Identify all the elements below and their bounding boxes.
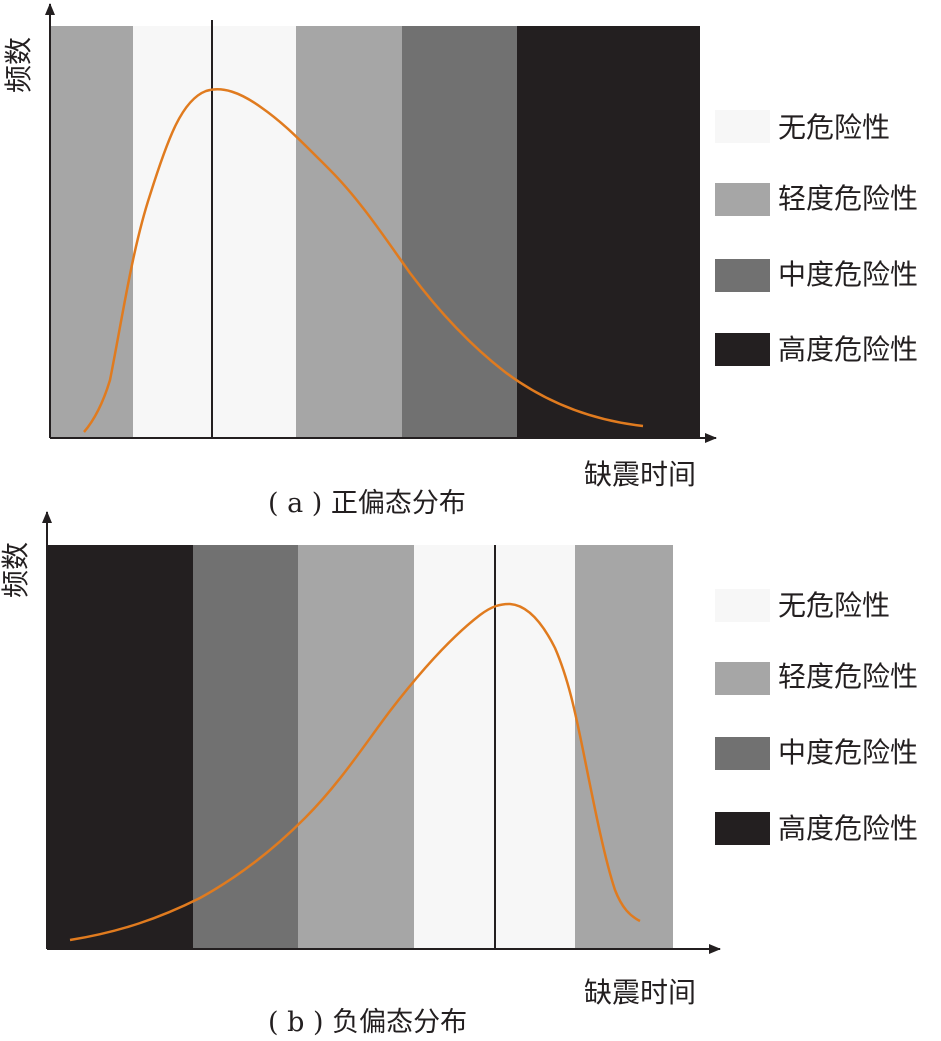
panel-a-legend-swatch-safe — [715, 110, 770, 143]
panel-a-legend-label-medium: 中度危险性 — [778, 258, 918, 291]
panel-a-band-3 — [296, 26, 402, 438]
panel-a-y-axis-label: 频数 — [2, 37, 35, 93]
panel-b-x-axis-label: 缺震时间 — [584, 976, 696, 1009]
panel-b-band-3 — [298, 545, 414, 949]
panel-a-caption: ( a ) 正偏态分布 — [268, 488, 466, 519]
panel-b-legend-label-safe: 无危险性 — [778, 589, 890, 622]
panel-b-legend-swatch-medium — [715, 737, 770, 770]
panel-b-y-axis-label: 频数 — [0, 542, 32, 598]
panel-b: 频数 缺震时间 ( b ) 负偏态分布 无危险性 轻度危险性 中度危险性 高度危… — [0, 511, 918, 1038]
panel-b-legend-swatch-safe — [715, 589, 770, 622]
panel-b-legend: 无危险性 轻度危险性 中度危险性 高度危险性 — [715, 589, 918, 845]
panel-a-distribution-curve — [83, 88, 644, 433]
panel-a: 频数 缺震时间 ( a ) 正偏态分布 无危险性 轻度危险性 中度危险性 高度危… — [2, 3, 918, 519]
panel-b-legend-label-medium: 中度危险性 — [778, 736, 918, 769]
panel-a-band-2 — [133, 26, 296, 438]
panel-b-legend-label-light: 轻度危险性 — [778, 660, 918, 693]
panel-a-legend-swatch-light — [715, 183, 770, 216]
panel-b-caption: ( b ) 负偏态分布 — [268, 1007, 467, 1038]
panel-b-band-5 — [575, 545, 673, 949]
panel-a-band-1 — [50, 26, 133, 438]
panel-a-band-5 — [517, 26, 700, 438]
panel-b-legend-swatch-high — [715, 812, 770, 845]
panel-a-legend: 无危险性 轻度危险性 中度危险性 高度危险性 — [715, 110, 918, 366]
panel-a-legend-label-safe: 无危险性 — [778, 111, 890, 144]
panel-a-x-axis-label: 缺震时间 — [584, 458, 696, 491]
panel-a-legend-label-high: 高度危险性 — [778, 333, 918, 366]
panel-a-legend-swatch-high — [715, 333, 770, 366]
panel-a-band-4 — [402, 26, 517, 438]
panel-b-band-1 — [47, 545, 193, 949]
panel-b-legend-label-high: 高度危险性 — [778, 812, 918, 845]
panel-a-legend-swatch-medium — [715, 259, 770, 292]
panel-b-legend-swatch-light — [715, 662, 770, 695]
panel-a-legend-label-light: 轻度危险性 — [778, 182, 918, 215]
panel-b-band-2 — [193, 545, 298, 949]
panel-b-distribution-curve — [69, 602, 641, 942]
